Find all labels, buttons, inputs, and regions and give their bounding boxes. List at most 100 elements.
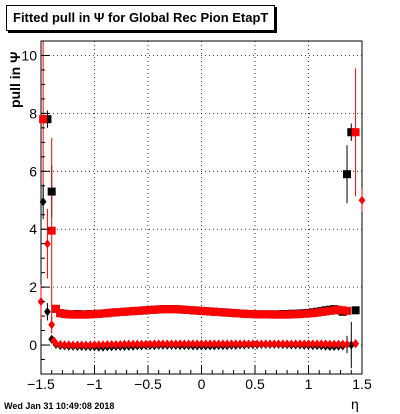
data-point-square — [231, 309, 240, 318]
data-point-diamond — [275, 339, 282, 349]
data-point-square — [111, 308, 120, 317]
data-point-diamond — [155, 339, 163, 349]
data-point-diamond — [65, 340, 73, 350]
data-point-diamond — [142, 339, 150, 349]
data-point-diamond — [206, 339, 214, 349]
data-point-diamond — [309, 339, 317, 349]
data-point-diamond — [198, 339, 205, 349]
y-tick-label: 8 — [29, 105, 37, 121]
data-point-diamond — [163, 339, 171, 349]
data-point-diamond — [305, 339, 312, 349]
data-point-square — [158, 305, 167, 314]
data-point-diamond — [288, 339, 295, 349]
data-point-diamond — [270, 339, 278, 349]
data-point-square — [129, 307, 138, 316]
data-point-diamond — [125, 339, 133, 349]
data-point-diamond — [210, 339, 218, 349]
data-point-square — [120, 307, 129, 316]
data-point-diamond — [330, 339, 338, 349]
data-point-diamond — [112, 339, 120, 349]
data-point-diamond — [236, 339, 244, 349]
data-point-square — [150, 305, 159, 314]
data-point-diamond — [48, 320, 56, 330]
data-point-diamond — [78, 340, 86, 350]
data-point-diamond — [69, 340, 77, 350]
tick-labels: −1.5 −1 −0.5 0 0.5 1 1.5 0 2 4 6 8 10 — [21, 47, 372, 392]
data-point-square — [274, 310, 283, 319]
axis-ticks — [40, 40, 363, 375]
data-point-square — [270, 310, 279, 319]
data-point-square — [283, 310, 292, 319]
data-point-square — [330, 306, 339, 315]
data-point-square — [261, 310, 270, 319]
data-point-square — [253, 310, 262, 319]
data-point-diamond — [103, 339, 111, 349]
data-point-square — [300, 309, 309, 318]
data-point-square — [176, 305, 185, 314]
data-point-square — [188, 306, 197, 315]
data-point-square — [60, 310, 69, 319]
data-point-square — [210, 307, 219, 316]
data-point-diamond — [358, 195, 366, 205]
data-point-diamond — [335, 339, 342, 349]
data-point-diamond — [146, 339, 154, 349]
data-point-square — [351, 306, 360, 315]
data-point-square — [248, 310, 257, 319]
data-point-square — [334, 305, 343, 314]
data-point-square — [180, 305, 189, 314]
data-point-diamond — [343, 339, 351, 349]
data-point-diamond — [219, 339, 227, 349]
data-point-square — [47, 187, 56, 196]
data-point-square — [81, 310, 90, 319]
data-point-square — [184, 306, 193, 315]
y-tick-label: 0 — [29, 337, 37, 353]
data-point-square — [193, 306, 202, 315]
data-point-square — [206, 307, 215, 316]
data-point-diamond — [44, 307, 51, 317]
data-point-square — [338, 306, 347, 315]
data-point-diamond — [215, 339, 222, 349]
data-point-square — [201, 307, 210, 316]
data-point-diamond — [181, 339, 188, 349]
data-point-square — [99, 309, 108, 318]
data-point-diamond — [326, 339, 334, 349]
data-point-square — [39, 115, 48, 124]
y-tick-label: 6 — [29, 163, 37, 179]
markers — [37, 115, 366, 352]
data-point-diamond — [279, 339, 287, 349]
data-point-square — [304, 309, 313, 318]
data-point-square — [56, 309, 65, 318]
data-point-diamond — [339, 339, 347, 349]
data-point-diamond — [95, 340, 103, 350]
data-point-diamond — [249, 339, 257, 349]
data-point-square — [86, 310, 95, 319]
data-point-square — [141, 306, 150, 315]
data-point-diamond — [138, 339, 145, 349]
data-point-square — [265, 310, 274, 319]
data-point-square — [347, 128, 356, 137]
data-point-square — [146, 306, 155, 315]
data-point-diamond — [133, 339, 141, 349]
data-point-square — [197, 306, 206, 315]
data-point-diamond — [266, 339, 274, 349]
data-point-diamond — [262, 339, 270, 349]
data-point-square — [116, 308, 125, 317]
data-point-square — [244, 310, 253, 319]
data-point-diamond — [168, 339, 175, 349]
data-point-square — [171, 305, 180, 314]
data-point-diamond — [74, 340, 81, 350]
data-point-square — [90, 310, 99, 319]
data-point-diamond — [56, 339, 64, 349]
x-tick-label: −1 — [87, 376, 103, 392]
x-tick-label: −1.5 — [27, 376, 55, 392]
data-point-diamond — [172, 339, 180, 349]
data-point-diamond — [223, 339, 231, 349]
data-point-diamond — [91, 340, 98, 350]
y-tick-label: 4 — [29, 221, 37, 237]
data-point-diamond — [245, 339, 252, 349]
y-axis-label: pull in Ψ — [7, 52, 23, 108]
data-point-square — [133, 306, 142, 315]
data-point-diamond — [44, 239, 51, 249]
data-point-square — [321, 307, 330, 316]
data-point-square — [236, 309, 245, 318]
